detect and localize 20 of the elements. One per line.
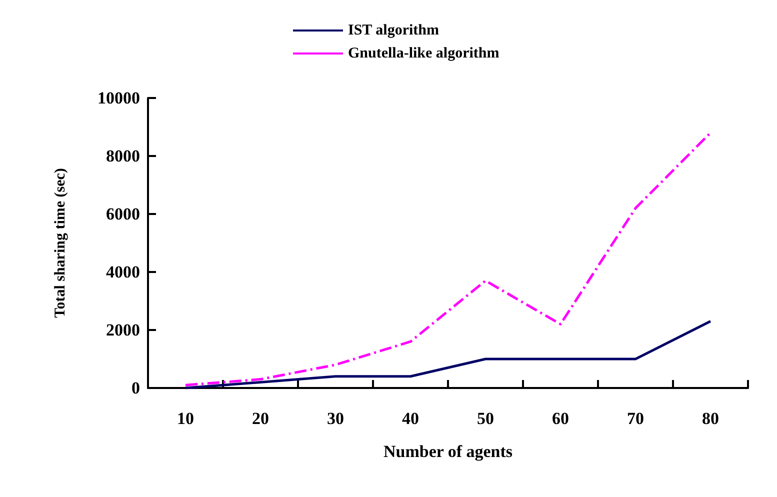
line-series <box>184 320 712 390</box>
x-tick-label: 60 <box>552 409 569 428</box>
x-tick-label: 70 <box>627 409 644 428</box>
y-tick-label: 2000 <box>106 320 140 340</box>
y-tick-label: 10000 <box>98 88 140 108</box>
y-tick-label: 6000 <box>106 204 140 224</box>
x-axis-title: Number of agents <box>383 442 513 461</box>
x-tick-label: 10 <box>177 409 194 428</box>
line-series <box>184 132 712 386</box>
legend-label: IST algorithm <box>348 22 440 38</box>
y-tick-label: 4000 <box>106 262 140 282</box>
x-tick-label: 40 <box>402 409 419 428</box>
x-tick-label: 30 <box>327 409 344 428</box>
legend-label: Gnutella-like algorithm <box>348 46 500 62</box>
y-tick-label: 8000 <box>106 146 140 166</box>
x-tick-label: 80 <box>702 409 719 428</box>
y-tick-label: 0 <box>132 378 140 398</box>
y-axis-title: Total sharing time (sec) <box>52 168 68 318</box>
x-tick-label: 20 <box>252 409 269 428</box>
x-tick-label: 50 <box>477 409 494 428</box>
